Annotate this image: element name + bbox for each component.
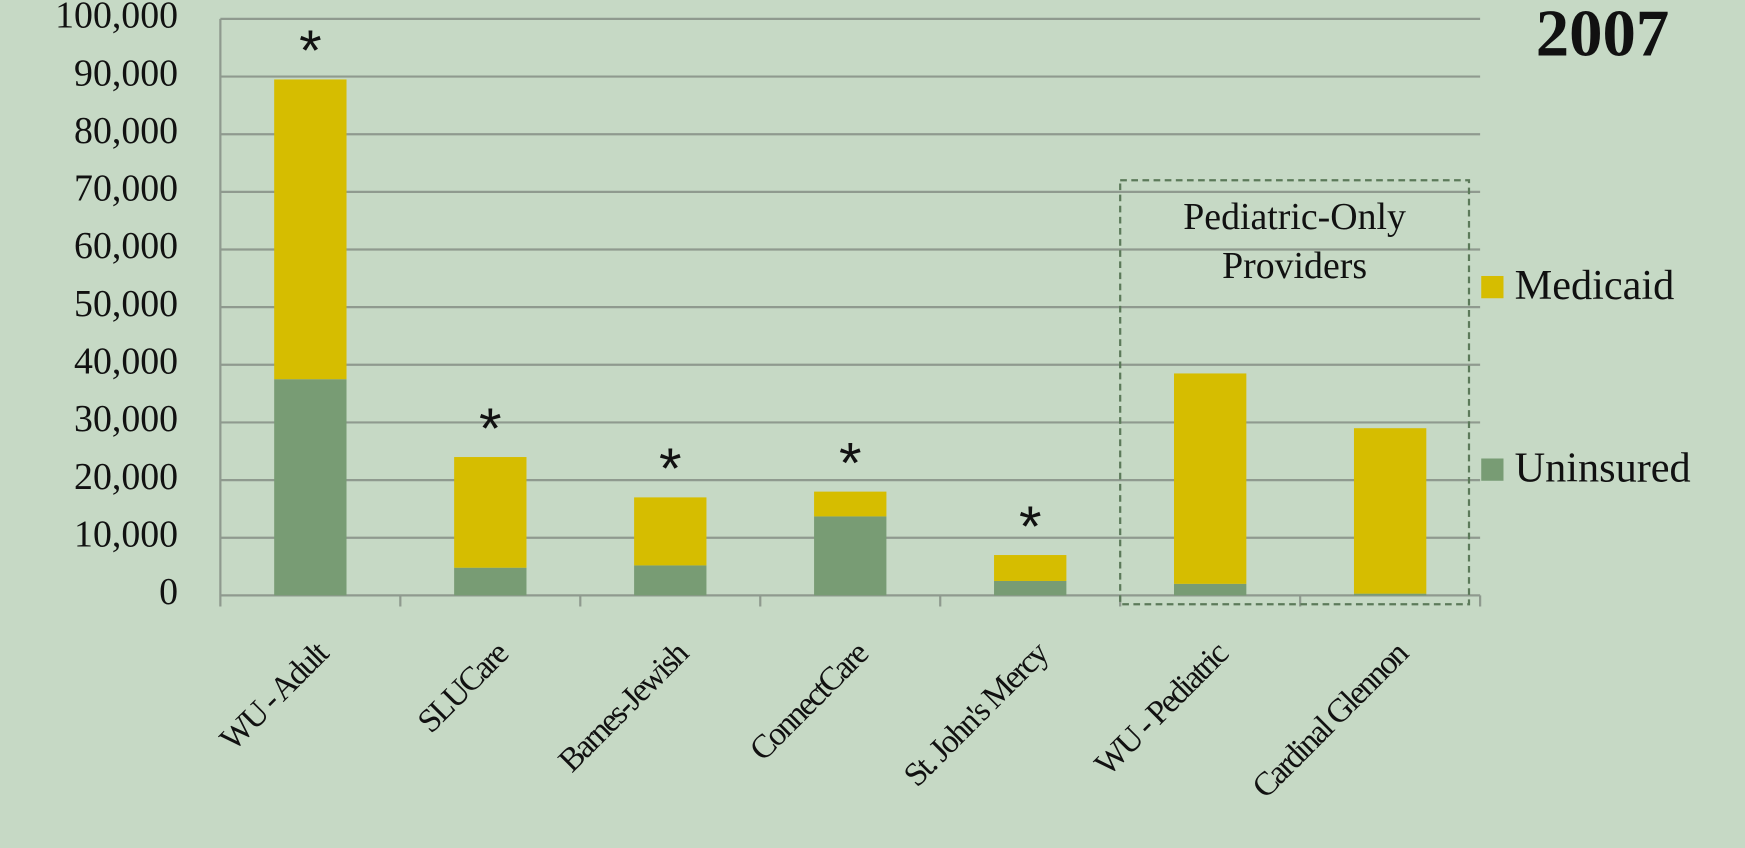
bar-segment [814,491,887,517]
bar-segment [814,516,887,596]
x-tick-label: Barnes-Jewish [551,634,696,779]
x-tick-label: Cardinal Glennon [1245,634,1416,805]
star-label: * [839,431,862,495]
y-tick-label: 0 [159,571,178,613]
y-tick-label: 50,000 [74,283,178,325]
y-tick-label: 70,000 [74,168,178,210]
y-tick-label: 10,000 [74,513,178,555]
bar-segment [454,567,527,596]
bar-segment [994,580,1067,596]
chart-title: 2007 [1536,0,1670,70]
star-label: * [1019,495,1042,559]
group-label: Providers [1222,245,1367,287]
x-tick-label: St. John's Mercy [897,634,1057,794]
y-tick-label: 30,000 [74,398,178,440]
group-box [1119,179,1471,606]
y-tick-label: 100,000 [55,0,178,37]
bar-segment [274,79,347,380]
star-label: * [659,437,682,501]
y-tick-label: 90,000 [74,52,178,94]
legend-label: Uninsured [1515,445,1691,492]
bar-segment [634,565,707,596]
bar-segment [994,555,1067,581]
x-tick-label: WU - Adult [213,634,337,758]
bar-segment [274,379,347,596]
bar-segment [634,497,707,566]
y-tick-label: 40,000 [74,340,178,382]
y-tick-label: 60,000 [74,225,178,267]
bar-segment [1353,428,1427,594]
star-label: * [479,397,502,461]
group-label: Pediatric-Only [1183,196,1406,238]
x-tick-label: ConnectCare [743,635,876,768]
legend-label: Medicaid [1515,262,1675,309]
bar-segment [1174,583,1247,596]
legend-swatch [1481,275,1504,299]
bar-segment [454,457,527,568]
star-label: * [299,19,322,83]
y-tick-label: 80,000 [74,110,178,152]
x-tick-label: SLUCare [410,635,515,740]
bar-segment [1353,593,1427,596]
x-tick-label: WU - Pediatric [1088,635,1236,783]
y-tick-label: 20,000 [74,456,178,498]
bar-segment [1174,373,1247,584]
legend-swatch [1481,458,1504,481]
